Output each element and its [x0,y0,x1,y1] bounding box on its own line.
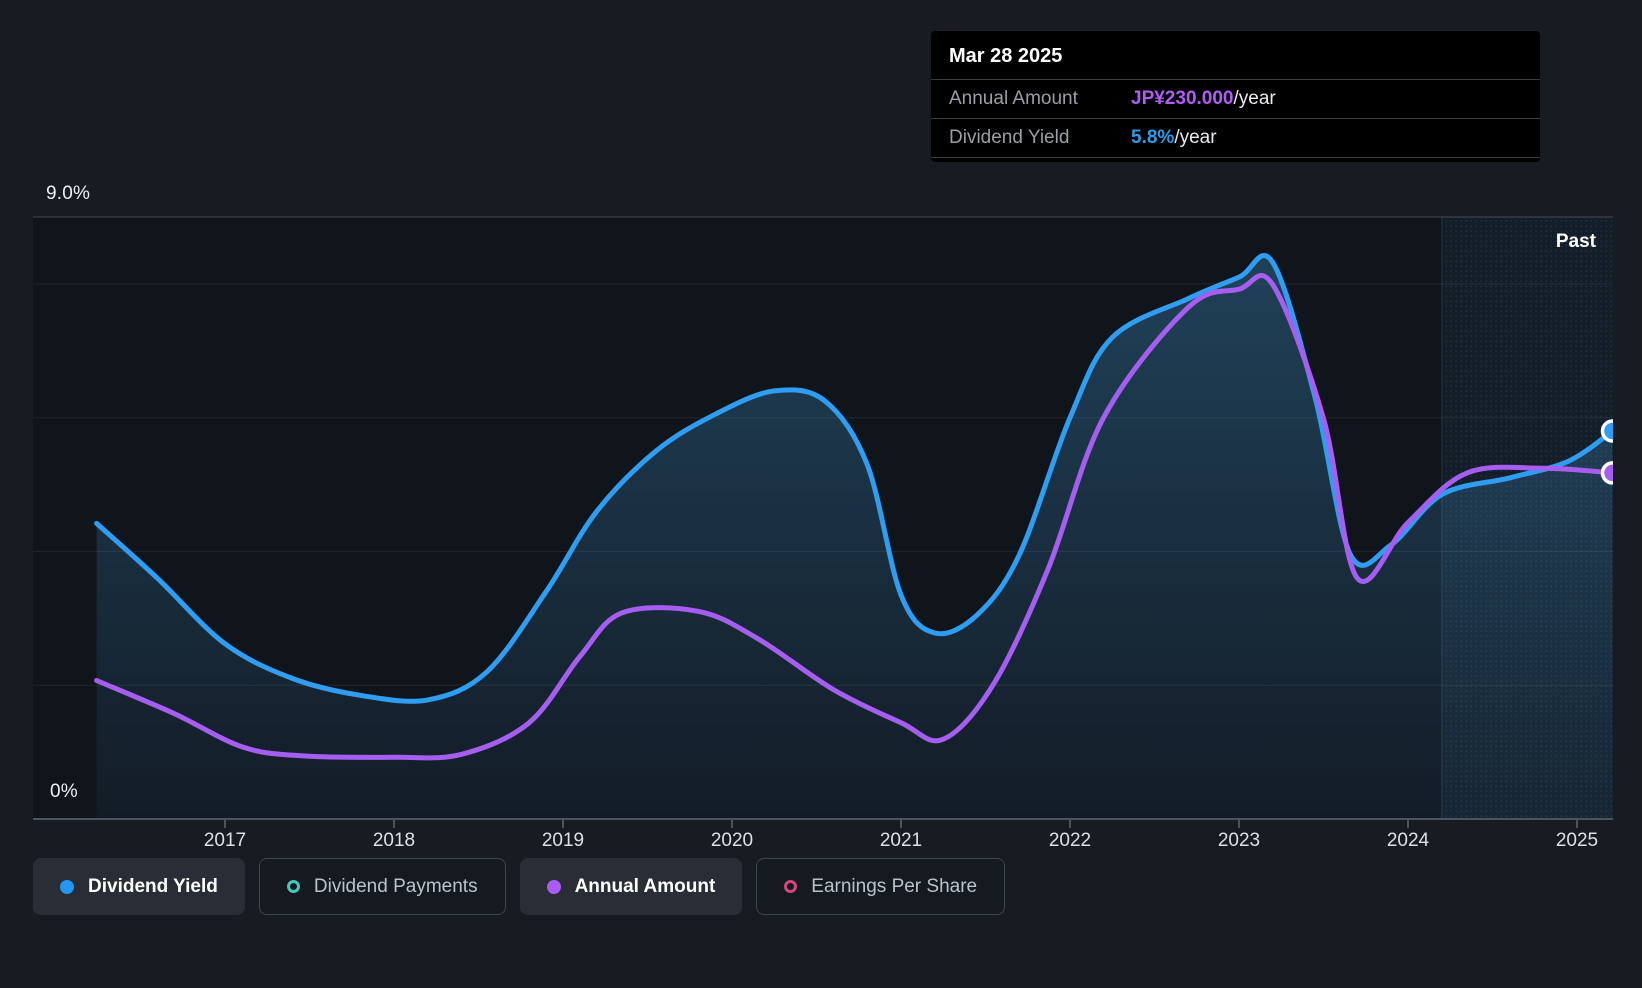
tooltip-value-annual-amount: JP¥230.000 [1131,88,1234,109]
tooltip-label: Annual Amount [949,88,1078,109]
legend-label: Annual Amount [574,875,716,897]
x-axis-label: 2025 [1555,830,1599,851]
yield-area-fill [96,255,1613,819]
annual-amount-dot-icon [546,879,561,894]
chart-legend: Dividend Yield Dividend Payments Annual … [33,858,1006,915]
legend-chip-dividend-payments[interactable]: Dividend Payments [258,858,506,915]
x-axis-label: 2024 [1386,830,1430,851]
past-region-label: Past [1555,231,1596,252]
legend-label: Dividend Payments [313,875,478,897]
past-region-overlay [1441,217,1613,819]
legend-label: Dividend Yield [88,875,218,897]
x-axis-label: 2022 [1048,830,1092,851]
chart-tooltip: Mar 28 2025 Annual Amount JP¥230.000/yea… [931,31,1540,162]
dividend-payments-ring-icon [286,880,300,893]
x-axis [33,818,1613,828]
dividend-yield-dot-icon [60,879,74,894]
tooltip-label: Dividend Yield [949,127,1070,148]
legend-label: Earnings Per Share [811,875,978,897]
tooltip-suffix: /year [1233,88,1276,109]
series-end-markers [1600,419,1613,485]
x-axis-label: 2019 [541,830,585,851]
x-axis-label: 2017 [203,830,247,851]
x-axis-label: 2020 [710,830,754,851]
earnings-per-share-ring-icon [784,880,798,893]
x-axis-label: 2018 [372,830,416,851]
tooltip-date: Mar 28 2025 [949,45,1063,67]
y-axis-max-label: 9.0% [46,183,91,204]
legend-chip-dividend-yield[interactable]: Dividend Yield [33,858,245,915]
tooltip-value-dividend-yield: 5.8% [1131,127,1175,148]
tooltip-row-dividend-yield: Dividend Yield 5.8%/year [931,118,1540,158]
x-axis-label: 2023 [1217,830,1261,851]
tooltip-row-annual-amount: Annual Amount JP¥230.000/year [931,79,1540,118]
tooltip-suffix: /year [1174,127,1217,148]
legend-chip-annual-amount[interactable]: Annual Amount [519,858,743,915]
y-axis-min-label: 0% [50,781,78,802]
series-lines [94,253,1613,761]
x-axis-label: 2021 [879,830,923,851]
legend-chip-earnings-per-share[interactable]: Earnings Per Share [756,858,1006,915]
